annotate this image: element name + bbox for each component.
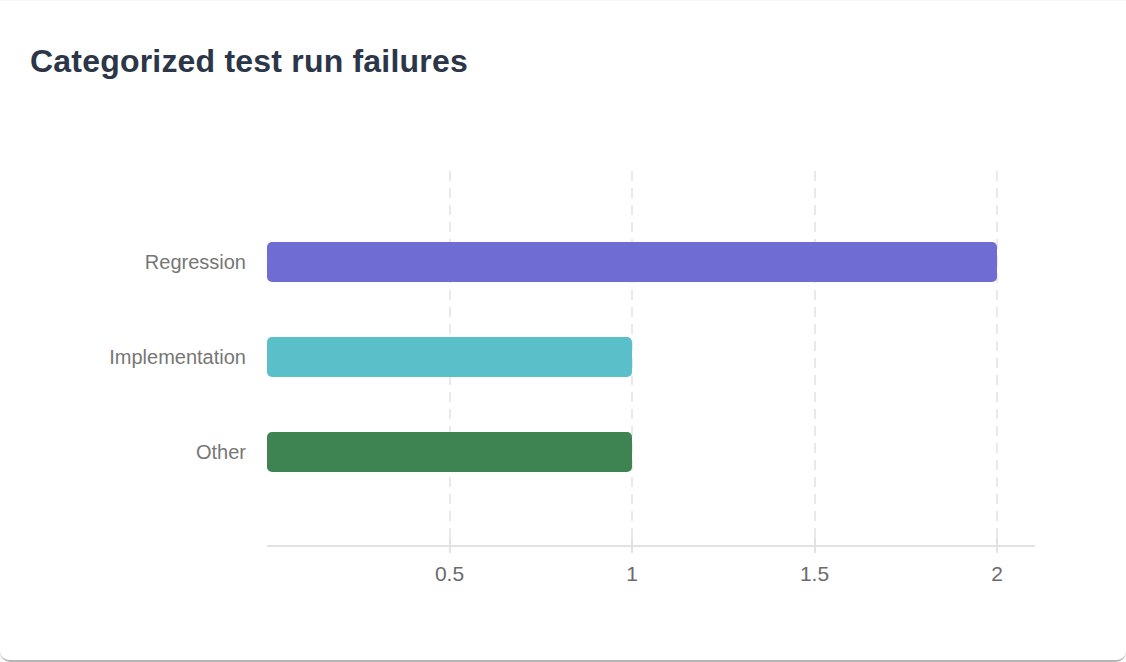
plot-area: Regression Implementation Other 0.5 1 1.5 2 — [0, 1, 1126, 662]
category-label: Implementation — [0, 337, 246, 377]
gridline — [996, 171, 998, 546]
category-label: Regression — [0, 242, 246, 282]
gridline — [814, 171, 816, 546]
chart-card: Categorized test run failures Regression… — [0, 0, 1126, 662]
x-tick-label: 0.5 — [435, 562, 464, 586]
x-tick-label: 1.5 — [800, 562, 829, 586]
bar-regression[interactable] — [267, 242, 997, 282]
category-label: Other — [0, 432, 246, 472]
bar-implementation[interactable] — [267, 337, 632, 377]
x-tick-label: 1 — [626, 562, 638, 586]
x-axis-line — [267, 545, 1035, 547]
bar-other[interactable] — [267, 432, 632, 472]
x-tick-label: 2 — [991, 562, 1003, 586]
